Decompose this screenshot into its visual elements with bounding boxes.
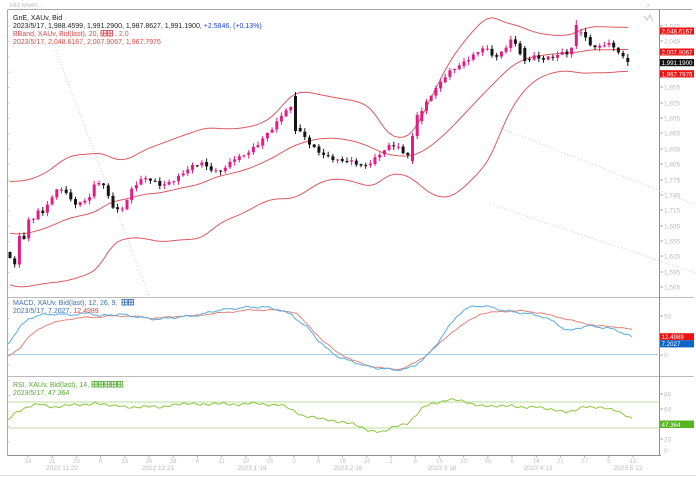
- svg-text:2023/5/17, 47.364: 2023/5/17, 47.364: [13, 390, 70, 397]
- svg-text:80: 80: [664, 392, 672, 399]
- svg-text:21: 21: [49, 459, 56, 465]
- svg-text:2023/5/17, 7.2027, 12.4989: 2023/5/17, 7.2027, 12.4989: [13, 308, 99, 315]
- svg-text:1,925: 1,925: [664, 101, 681, 108]
- svg-text:2023 2 16: 2023 2 16: [334, 465, 363, 472]
- svg-text:MACD, XAUv, Bid(last), 12, 26,: MACD, XAUv, Bid(last), 12, 26, 9,: [13, 300, 118, 307]
- svg-text:1,991.1900: 1,991.1900: [662, 60, 694, 67]
- svg-text:1,565: 1,565: [664, 285, 681, 292]
- svg-text:7.2027: 7.2027: [662, 341, 681, 348]
- svg-text:29: 29: [73, 459, 80, 465]
- svg-text:2,045: 2,045: [664, 39, 681, 46]
- svg-text:1,715: 1,715: [664, 208, 681, 215]
- svg-text:11: 11: [218, 459, 225, 465]
- svg-text:2023/5/17, 2,048.6167, 2,007.9: 2023/5/17, 2,048.6167, 2,007.9067, 1,967…: [13, 39, 161, 46]
- svg-text:1,745: 1,745: [664, 193, 681, 200]
- svg-text:1,865: 1,865: [664, 131, 681, 138]
- svg-text:14: 14: [533, 459, 540, 465]
- svg-text:20: 20: [146, 459, 153, 465]
- svg-text:21: 21: [557, 459, 564, 465]
- svg-text:19: 19: [242, 459, 249, 465]
- svg-text:0: 0: [664, 448, 668, 455]
- svg-text:1,655: 1,655: [664, 239, 681, 246]
- svg-text:13: 13: [121, 459, 128, 465]
- svg-text:2: 2: [293, 459, 297, 465]
- svg-text:2023 4 13: 2023 4 13: [524, 465, 553, 472]
- svg-text:2,048.6167: 2,048.6167: [662, 28, 694, 35]
- svg-text:BBand, XAUv, Bid(last), 20,: BBand, XAUv, Bid(last), 20,: [13, 31, 99, 38]
- svg-text:1,775: 1,775: [664, 178, 681, 185]
- svg-text:6: 6: [510, 459, 514, 465]
- svg-text:2022 11 22: 2022 11 22: [46, 465, 78, 472]
- svg-text:1,967.7976: 1,967.7976: [662, 71, 694, 78]
- svg-text:12: 12: [630, 459, 637, 465]
- svg-text:15: 15: [436, 459, 443, 465]
- svg-text:50: 50: [664, 314, 672, 321]
- svg-text:23: 23: [460, 459, 467, 465]
- svg-text:4: 4: [196, 459, 200, 465]
- svg-text:GnE, XAUv, Bid: GnE, XAUv, Bid: [13, 15, 62, 22]
- svg-text:, 2.0: , 2.0: [115, 31, 129, 38]
- svg-text:0: 0: [664, 353, 668, 360]
- svg-text:25: 25: [267, 459, 274, 465]
- svg-text:9: 9: [317, 459, 321, 465]
- svg-text:1,685: 1,685: [664, 224, 681, 231]
- svg-text:30: 30: [484, 459, 491, 465]
- svg-text:1,835: 1,835: [664, 147, 681, 154]
- svg-text:1,955: 1,955: [664, 85, 681, 92]
- svg-text:24: 24: [363, 459, 370, 465]
- svg-text:2,007.9067: 2,007.9067: [662, 49, 694, 56]
- svg-text:8: 8: [414, 459, 418, 465]
- svg-text:16: 16: [339, 459, 346, 465]
- svg-text:2023/5/17, 1,988.4599, 1,991.2: 2023/5/17, 1,988.4599, 1,991.2900, 1,987…: [13, 23, 262, 30]
- svg-text:6: 6: [99, 459, 103, 465]
- svg-text:20: 20: [664, 437, 672, 444]
- svg-text:28: 28: [170, 459, 177, 465]
- svg-text:RSI, XAUv, Bid(last), 14,: RSI, XAUv, Bid(last), 14,: [13, 382, 89, 389]
- svg-text:2023 5 12: 2023 5 12: [614, 465, 643, 472]
- svg-text:27: 27: [581, 459, 588, 465]
- svg-text:47.364: 47.364: [662, 422, 681, 429]
- svg-text:- . x: - . x: [640, 3, 650, 9]
- svg-text:1,625: 1,625: [664, 254, 681, 261]
- svg-text:1,595: 1,595: [664, 270, 681, 277]
- svg-text:1,895: 1,895: [664, 116, 681, 123]
- svg-text:1: 1: [389, 459, 393, 465]
- svg-text:2022 12 21: 2022 12 21: [142, 465, 175, 472]
- svg-text:2,075: 2,075: [664, 24, 681, 31]
- svg-text:5: 5: [607, 459, 611, 465]
- svg-text:1,805: 1,805: [664, 162, 681, 169]
- svg-text:12.4989: 12.4989: [662, 334, 685, 341]
- svg-text:60: 60: [664, 407, 672, 414]
- svg-text:14: 14: [25, 459, 32, 465]
- svg-text:2023 3 16: 2023 3 16: [428, 465, 457, 472]
- svg-text:Mld wrwrn...: Mld wrwrn...: [10, 3, 43, 9]
- svg-text:2023 1 19: 2023 1 19: [238, 465, 267, 472]
